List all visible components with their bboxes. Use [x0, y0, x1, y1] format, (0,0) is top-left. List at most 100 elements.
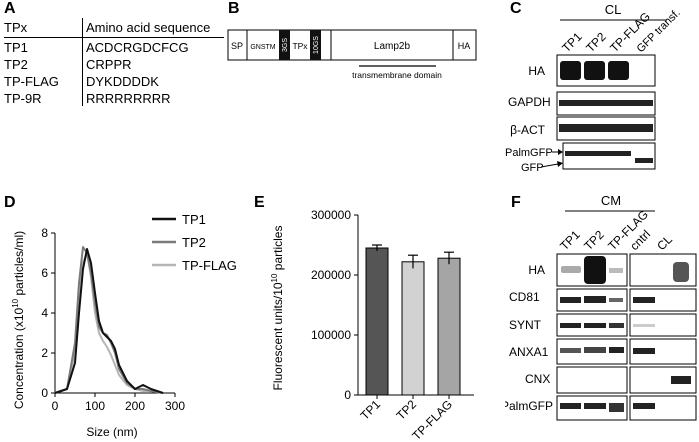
panel-a-label: A: [4, 0, 16, 17]
blot-band: [584, 323, 606, 328]
blot-band: [633, 348, 655, 354]
blot-label: β-ACT: [510, 123, 546, 137]
segment-lamp2b: Lamp2b: [374, 41, 411, 52]
blot-band: [565, 151, 631, 156]
table-column-rule: [82, 18, 83, 106]
lane-label: TP2: [581, 227, 607, 253]
blot-label: PalmGFP: [505, 147, 553, 159]
e-x-tick-label: TP1: [358, 397, 384, 423]
blot-band: [635, 158, 653, 163]
segment-tpx: TPx: [292, 41, 308, 51]
blot-band: [584, 403, 606, 409]
panel-c-label: C: [510, 0, 522, 17]
table-row-seq: RRRRRRRRR: [86, 91, 171, 106]
segment-gnstm: GNSTM: [250, 44, 275, 51]
blot-label: GFP: [521, 162, 544, 174]
blot-band: [584, 296, 606, 303]
arrow-gfp: [540, 163, 559, 168]
blot-band: [609, 323, 624, 328]
size-distribution-chart: Concentration (x1010 particles/ml) Size …: [11, 212, 237, 439]
blot-label: HA: [528, 64, 545, 78]
table-row-seq: CRPPR: [86, 57, 132, 72]
blot-band: [608, 61, 629, 80]
blot-box: [629, 313, 697, 337]
table-row-name: TP-9R: [4, 91, 42, 106]
e-y-tick-label: 200000: [311, 268, 351, 282]
blot-band: [584, 256, 606, 284]
d-legend-label: TP1: [182, 212, 206, 227]
blot-band: [559, 124, 653, 132]
segment-sp: SP: [231, 41, 243, 51]
e-y-axis-label: Fluorescent units/1010 particles: [270, 226, 285, 391]
segment-ha: HA: [458, 41, 471, 51]
lane-label: TP2: [583, 29, 609, 55]
blot-band: [633, 297, 655, 303]
blot-band: [609, 268, 623, 273]
blot-band: [561, 266, 581, 273]
e-x-tick-label: TP-FLAG: [409, 397, 455, 442]
construct-outline: [227, 29, 477, 61]
blot-band: [584, 347, 606, 353]
table-row-name: TP2: [4, 57, 28, 72]
blot-band: [609, 403, 624, 412]
d-x-axis-label: Size (nm): [86, 425, 137, 439]
e-bar: [401, 261, 425, 396]
panel-e-label: E: [254, 194, 265, 211]
blot-band: [609, 298, 623, 302]
tm-domain-label: transmembrane domain: [352, 70, 442, 80]
d-y-tick-label: 4: [41, 306, 48, 320]
e-y-tick-label: 0: [344, 388, 351, 402]
d-legend-label: TP-FLAG: [182, 258, 237, 273]
blot-label: HA: [528, 263, 545, 277]
segment-10gs: 10GS: [313, 36, 320, 54]
segment-3gs-block: [279, 30, 290, 60]
table-row-seq: ACDCRGDCFCG: [86, 40, 189, 55]
segment-10gs-block: [310, 30, 321, 60]
lane-label: TP1: [557, 227, 583, 253]
blot-label: ANXA1: [509, 345, 549, 359]
segment-3gs: 3GS: [282, 38, 289, 52]
e-bar: [437, 257, 461, 396]
d-y-tick-label: 6: [41, 266, 48, 280]
blot-band: [560, 61, 581, 80]
blot-band: [671, 376, 691, 384]
d-y-axis-label: Concentration (x1010 particles/ml): [11, 231, 26, 409]
blot-band: [609, 347, 624, 353]
blot-band: [560, 297, 581, 303]
blot-label: SYNT: [509, 318, 542, 332]
table-header-tpx: TPx: [4, 20, 28, 35]
construct-diagram: SP GNSTM 3GS TPx 10GS Lamp2b HA transmem…: [227, 29, 477, 80]
panel-b-label: B: [228, 0, 240, 17]
blot-box: [629, 288, 697, 312]
fluorescence-bar-chart: Fluorescent units/1010 particles 0 100000…: [270, 208, 474, 442]
blot-band: [560, 403, 581, 409]
blot-band: [560, 323, 581, 328]
d-x-tick-label: 200: [125, 399, 145, 413]
lane-label: CL: [654, 232, 675, 253]
e-x-tick-label: TP2: [394, 397, 420, 423]
blot-band: [584, 61, 605, 80]
blot-band: [673, 262, 689, 282]
group-label-cm: CM: [601, 193, 621, 208]
e-bar: [365, 247, 389, 396]
d-x-tick-label: 300: [165, 399, 185, 413]
blot-band: [633, 403, 655, 409]
blot-label: GAPDH: [508, 95, 551, 109]
blot-box: [556, 366, 628, 394]
table-header-rule: [4, 37, 224, 38]
blot-label: PalmGFP: [505, 399, 553, 413]
table-row-name: TP-FLAG: [4, 74, 59, 89]
arrow-gfp-head: [557, 161, 563, 167]
e-y-tick-label: 300000: [311, 208, 351, 222]
d-series-line: [54, 248, 164, 394]
d-y-tick-label: 0: [41, 386, 48, 400]
panel-f-label: F: [511, 194, 521, 211]
d-legend-label: TP2: [182, 235, 206, 250]
d-y-tick-label: 8: [41, 226, 48, 240]
blot-band: [560, 348, 581, 353]
western-blot-f: CM TP1 TP2 TP-FLAG cntrl CL HA CD81 SYNT…: [505, 193, 697, 421]
lane-label: TP1: [559, 29, 585, 55]
e-y-tick-label: 100000: [311, 328, 351, 342]
blot-label: CNX: [525, 372, 550, 386]
group-label-cl: CL: [605, 2, 622, 17]
